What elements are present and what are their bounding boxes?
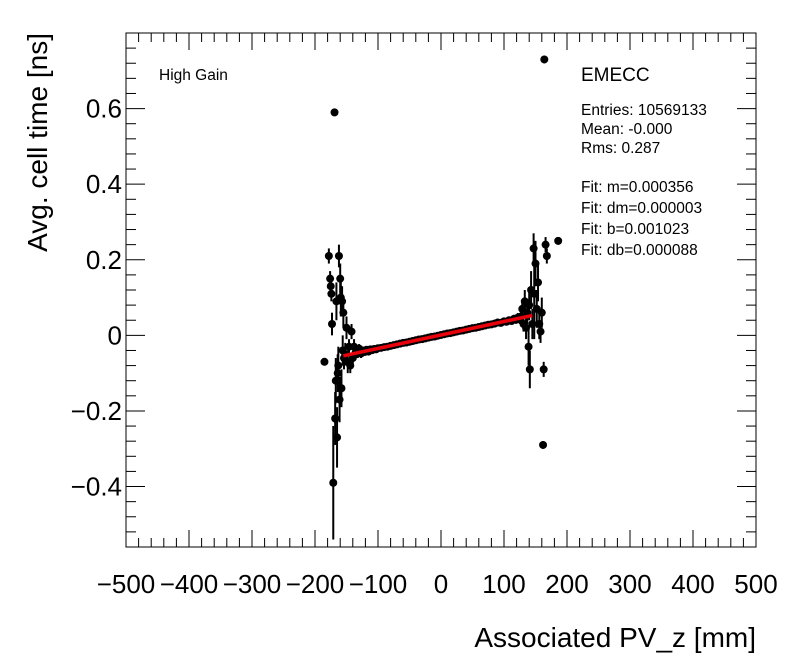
data-point bbox=[542, 251, 551, 260]
data-point bbox=[327, 289, 336, 298]
fit-slope: Fit: m=0.000356 bbox=[581, 179, 693, 196]
x-tick-label: 0 bbox=[434, 569, 448, 599]
data-point bbox=[339, 308, 348, 317]
y-tick-label: 0.2 bbox=[86, 245, 122, 275]
tick-labels-layer: −500 −400 −300 −200 −100 0 100 200 300 400 500 −0.4… bbox=[71, 94, 778, 599]
data-point bbox=[539, 365, 548, 374]
data-point bbox=[536, 327, 545, 336]
data-point bbox=[334, 361, 343, 370]
y-tick-label: 0 bbox=[108, 320, 122, 350]
y-tick-label: −0.4 bbox=[71, 472, 122, 502]
x-tick-label: −100 bbox=[349, 569, 408, 599]
fit-layer bbox=[342, 313, 533, 358]
data-point bbox=[320, 357, 329, 366]
data-point bbox=[328, 320, 337, 329]
fit-slope-error: Fit: dm=0.000003 bbox=[581, 200, 702, 217]
fit-intercept: Fit: b=0.001023 bbox=[581, 221, 689, 238]
data-point bbox=[333, 433, 342, 442]
y-axis-title: Avg. cell time [ns] bbox=[22, 33, 53, 252]
x-tick-label: 300 bbox=[608, 569, 651, 599]
data-point bbox=[337, 384, 346, 393]
points-layer bbox=[320, 55, 563, 540]
x-tick-label: 400 bbox=[671, 569, 714, 599]
data-point bbox=[540, 55, 549, 64]
y-tick-label: −0.2 bbox=[71, 396, 122, 426]
ticks-layer bbox=[125, 32, 757, 548]
fit-intercept-error: Fit: db=0.000088 bbox=[581, 242, 698, 259]
data-point bbox=[541, 240, 550, 249]
data-point bbox=[334, 251, 343, 260]
x-axis-title: Associated PV_z [mm] bbox=[474, 622, 756, 653]
y-tick-label: 0.4 bbox=[86, 169, 122, 199]
x-tick-label: 100 bbox=[482, 569, 525, 599]
gain-label: High Gain bbox=[159, 67, 228, 84]
data-point bbox=[324, 251, 333, 260]
fit-line bbox=[342, 313, 533, 358]
x-tick-label: −500 bbox=[97, 569, 156, 599]
y-tick-label: 0.6 bbox=[86, 94, 122, 124]
data-point bbox=[554, 236, 563, 245]
x-tick-label: 200 bbox=[545, 569, 588, 599]
x-tick-label: −300 bbox=[223, 569, 282, 599]
data-point bbox=[329, 478, 338, 487]
region-label: EMECC bbox=[581, 65, 650, 86]
data-point bbox=[525, 365, 534, 374]
data-point bbox=[534, 278, 543, 287]
stats-entries: Entries: 10569133 bbox=[581, 102, 707, 119]
data-point bbox=[524, 342, 533, 351]
data-point bbox=[347, 327, 356, 336]
x-tick-label: −400 bbox=[160, 569, 219, 599]
data-point bbox=[330, 108, 339, 117]
stats-mean: Mean: -0.000 bbox=[581, 121, 673, 138]
data-point bbox=[537, 308, 546, 317]
data-point bbox=[338, 297, 347, 306]
x-tick-label: −200 bbox=[286, 569, 345, 599]
stats-rms: Rms: 0.287 bbox=[581, 140, 660, 157]
data-point bbox=[539, 440, 548, 449]
x-tick-label: 500 bbox=[734, 569, 777, 599]
